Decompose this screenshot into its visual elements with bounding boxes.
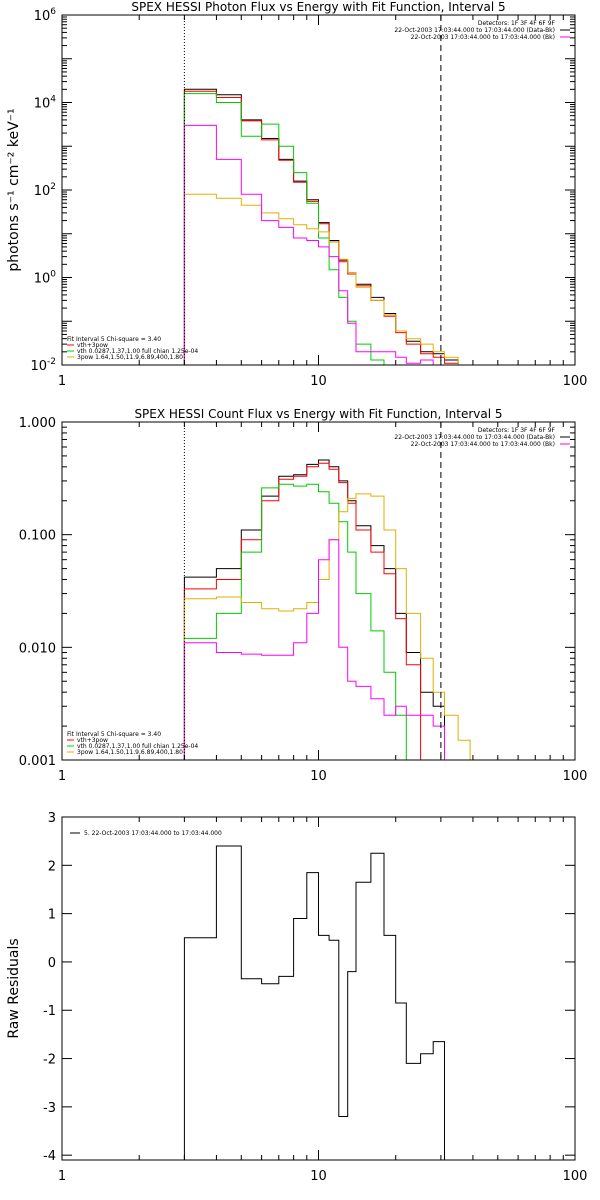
- y-tick-label: 0.010: [19, 641, 56, 656]
- legend-text: 3pow 1.64,1.50,11.9,6.89,400,1.80: [77, 749, 183, 756]
- plot-frame: [61, 14, 576, 366]
- plot-area: [183, 88, 471, 365]
- legend-text: vth+3pow: [77, 342, 108, 349]
- y-tick-label: 104: [34, 95, 57, 112]
- legend-text: vth 0.0287,1.37,1.00 full chian 1.25e-04: [77, 348, 198, 355]
- y-tick-label: -3: [43, 1101, 56, 1116]
- y-tick-label: 0.001: [19, 754, 56, 769]
- y-tick-label: 3: [48, 811, 56, 826]
- series-line-3: [183, 483, 421, 760]
- plot-area: [183, 459, 471, 760]
- legend-text: 22-Oct-2003 17:03:44.000 to 17:03:44.000…: [394, 434, 555, 441]
- x-tick-label: 1: [58, 374, 66, 389]
- series-line-4: [183, 193, 471, 365]
- series-line-3: [183, 93, 396, 365]
- series-line-1: [183, 88, 459, 365]
- x-tick-label: 10: [310, 1169, 327, 1184]
- chart-panel-2: SPEX HESSI Count Flux vs Energy with Fit…: [19, 407, 588, 784]
- series-line-5: [183, 539, 445, 760]
- y-tick-label: 0.100: [19, 529, 56, 544]
- series-line-2: [183, 90, 459, 365]
- y-tick-label: 2: [48, 859, 56, 874]
- x-tick-label: 1: [58, 1169, 66, 1184]
- series-line-2: [183, 462, 422, 760]
- x-tick-label: 100: [563, 374, 588, 389]
- legend-text: Detectors: 1F 3F 4F 6F 9F: [478, 20, 556, 27]
- legend-text: 3pow 1.64,1.50,11.9,6.89,400,1.80: [77, 354, 183, 361]
- y-tick-label: 102: [34, 182, 56, 199]
- x-tick-label: 100: [563, 1169, 588, 1184]
- legend-text: Fit Interval 5 Chi-square = 3.40: [67, 731, 161, 738]
- y-axis-label: photons s⁻¹ cm⁻² keV⁻¹: [6, 108, 22, 271]
- legend-text: 22-Oct-2003 17:03:44.000 to 17:03:44.000…: [411, 441, 555, 448]
- chart-title: SPEX HESSI Photon Flux vs Energy with Fi…: [131, 0, 505, 14]
- y-tick-label: 10-2: [30, 357, 56, 374]
- plot-area: [183, 845, 445, 1160]
- x-tick-label: 100: [563, 769, 588, 784]
- chart-panel-1: SPEX HESSI Photon Flux vs Energy with Fi…: [6, 0, 587, 389]
- series-line-4: [183, 493, 471, 760]
- series-line-1: [183, 845, 445, 1160]
- legend-text: vth+3pow: [77, 737, 108, 744]
- y-tick-label: -4: [43, 1149, 56, 1164]
- legend-text: 22-Oct-2003 17:03:44.000 to 17:03:44.000…: [411, 34, 555, 41]
- chart-title: SPEX HESSI Count Flux vs Energy with Fit…: [134, 407, 502, 421]
- y-tick-label: 1: [48, 908, 56, 923]
- legend-text: 5. 22-Oct-2003 17:03:44.000 to 17:03:44.…: [84, 830, 222, 837]
- x-tick-label: 1: [58, 769, 66, 784]
- y-tick-label: -1: [43, 1004, 56, 1019]
- plot-frame: [61, 816, 576, 1161]
- legend-text: 22-Oct-2003 17:03:44.000 to 17:03:44.000…: [394, 27, 555, 34]
- y-axis-label: Raw Residuals: [6, 938, 22, 1038]
- legend-text: vth 0.0287,1.37,1.00 full chian 1.25e-04: [77, 743, 198, 750]
- y-tick-label: 1.000: [19, 416, 56, 431]
- legend-text: Fit Interval 5 Chi-square = 3.40: [67, 336, 161, 343]
- y-tick-label: -2: [43, 1053, 56, 1068]
- y-tick-label: 0: [48, 956, 56, 971]
- x-tick-label: 10: [310, 374, 327, 389]
- legend-text: Detectors: 1F 3F 4F 6F 9F: [478, 427, 556, 434]
- series-line-5: [183, 124, 445, 365]
- y-tick-label: 106: [34, 7, 57, 24]
- x-tick-label: 10: [310, 769, 327, 784]
- y-tick-label: 100: [34, 270, 57, 287]
